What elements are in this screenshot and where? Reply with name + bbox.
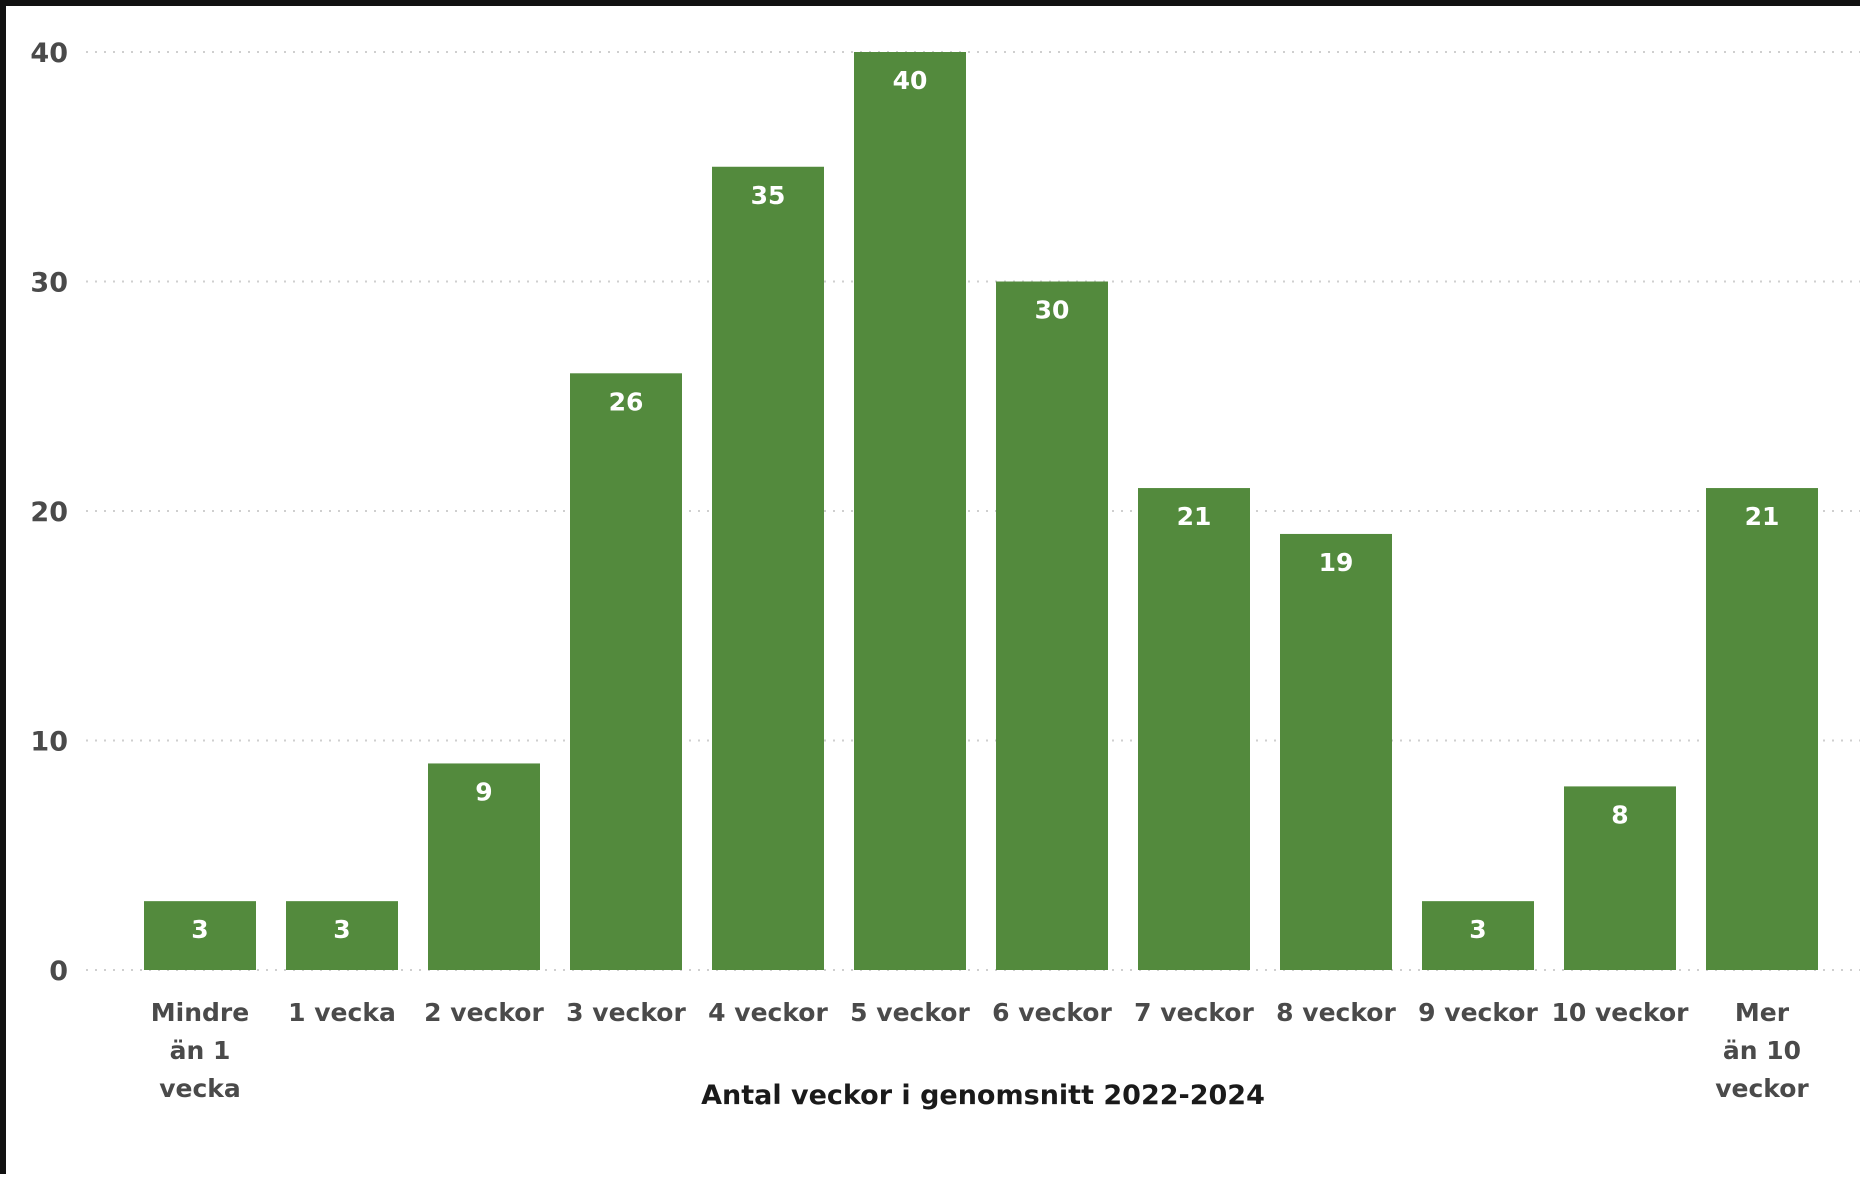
data-label: 26 bbox=[609, 387, 644, 416]
x-tick-label: 4 veckor bbox=[708, 998, 828, 1027]
y-tick-label: 40 bbox=[30, 38, 68, 69]
bar bbox=[1280, 533, 1392, 970]
x-tick-label: 9 veckor bbox=[1418, 998, 1538, 1027]
bar-chart: 0 10 20 30 40 3 3 9 26 35 40 30 21 19 3 8 21 Mindre än 1… bbox=[30, 38, 1860, 1111]
data-label: 3 bbox=[1469, 915, 1486, 944]
bar bbox=[1422, 901, 1534, 970]
y-tick-label: 10 bbox=[30, 727, 68, 758]
bar bbox=[712, 166, 824, 970]
data-labels: 3 3 9 26 35 40 30 21 19 3 8 21 bbox=[191, 66, 1779, 944]
bar bbox=[286, 901, 398, 970]
x-tick-label: 1 vecka bbox=[288, 998, 396, 1027]
y-tick-label: 30 bbox=[30, 268, 68, 299]
bar bbox=[144, 901, 256, 970]
bar bbox=[1138, 488, 1250, 970]
bar bbox=[996, 281, 1108, 970]
x-tick-label: Mer än 10 veckor bbox=[1715, 998, 1809, 1103]
bar bbox=[428, 763, 540, 970]
data-label: 9 bbox=[475, 777, 492, 806]
x-tick-label: 8 veckor bbox=[1276, 998, 1396, 1027]
bars bbox=[144, 52, 1818, 970]
bar bbox=[1564, 786, 1676, 970]
x-axis-title: Antal veckor i genomsnitt 2022-2024 bbox=[701, 1080, 1265, 1111]
data-label: 30 bbox=[1035, 296, 1070, 325]
data-label: 8 bbox=[1611, 800, 1628, 829]
data-label: 21 bbox=[1745, 502, 1780, 531]
x-tick-label: Mindre än 1 vecka bbox=[151, 998, 249, 1103]
x-tick-label: 10 veckor bbox=[1551, 998, 1689, 1027]
x-axis-categories: Mindre än 1 vecka 1 vecka 2 veckor 3 veckor 4 … bbox=[151, 998, 1810, 1103]
bar bbox=[854, 52, 966, 970]
data-label: 21 bbox=[1177, 502, 1212, 531]
x-tick-label: 7 veckor bbox=[1134, 998, 1254, 1027]
x-tick-label: 5 veckor bbox=[850, 998, 970, 1027]
bar bbox=[570, 373, 682, 970]
data-label: 35 bbox=[751, 181, 786, 210]
x-tick-label: 6 veckor bbox=[992, 998, 1112, 1027]
x-tick-label: 3 veckor bbox=[566, 998, 686, 1027]
x-tick-label: 2 veckor bbox=[424, 998, 544, 1027]
y-axis-ticks: 0 10 20 30 40 bbox=[30, 38, 68, 987]
data-label: 3 bbox=[333, 915, 350, 944]
data-label: 3 bbox=[191, 915, 208, 944]
data-label: 19 bbox=[1319, 548, 1354, 577]
data-label: 40 bbox=[893, 66, 928, 95]
y-tick-label: 0 bbox=[49, 956, 68, 987]
bar bbox=[1706, 488, 1818, 970]
y-tick-label: 20 bbox=[30, 497, 68, 528]
